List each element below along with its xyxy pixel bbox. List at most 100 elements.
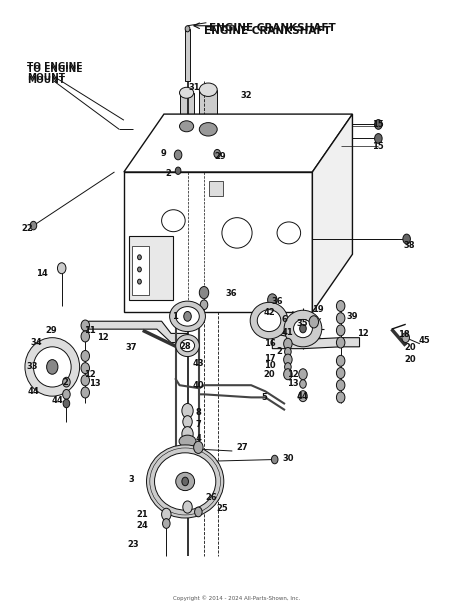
Text: 29: 29 (45, 326, 57, 335)
Circle shape (300, 324, 306, 333)
Ellipse shape (180, 88, 194, 99)
Text: TO ENGINE
MOUNT: TO ENGINE MOUNT (27, 65, 82, 84)
Ellipse shape (176, 472, 195, 491)
Circle shape (284, 363, 291, 371)
Text: 11: 11 (84, 326, 96, 335)
Text: 3: 3 (128, 475, 134, 484)
Text: 26: 26 (205, 493, 217, 502)
Text: 33: 33 (26, 362, 38, 371)
Text: 13: 13 (287, 379, 299, 389)
Text: Copyright © 2014 - 2024 All-Parts-Shown, Inc.: Copyright © 2014 - 2024 All-Parts-Shown,… (173, 596, 301, 602)
Circle shape (184, 312, 191, 321)
Text: 15: 15 (373, 120, 384, 129)
Text: 37: 37 (125, 343, 137, 352)
Circle shape (199, 286, 209, 299)
Text: 23: 23 (128, 540, 139, 550)
Circle shape (300, 379, 306, 388)
Circle shape (402, 333, 410, 343)
Text: 43: 43 (192, 359, 204, 368)
Circle shape (272, 455, 278, 464)
Circle shape (162, 508, 171, 520)
Circle shape (182, 477, 189, 486)
Ellipse shape (25, 338, 80, 396)
Ellipse shape (250, 302, 288, 339)
Text: 20: 20 (405, 343, 416, 352)
Text: 28: 28 (179, 342, 191, 351)
Circle shape (337, 379, 345, 390)
Text: TO ENGINE
MOUNT: TO ENGINE MOUNT (27, 62, 82, 82)
Text: 45: 45 (419, 336, 430, 345)
Circle shape (374, 133, 382, 143)
Circle shape (183, 501, 192, 513)
Circle shape (185, 26, 190, 32)
Text: 44: 44 (27, 387, 39, 396)
Ellipse shape (293, 319, 312, 338)
Circle shape (182, 403, 193, 418)
Ellipse shape (222, 218, 252, 248)
Polygon shape (124, 114, 353, 172)
Ellipse shape (179, 435, 196, 447)
Text: 5: 5 (261, 393, 267, 402)
Circle shape (299, 390, 307, 401)
Circle shape (81, 331, 90, 342)
Text: 21: 21 (136, 510, 148, 520)
Text: 44: 44 (296, 392, 308, 401)
Text: 41: 41 (282, 328, 294, 337)
Circle shape (283, 369, 292, 379)
Circle shape (309, 316, 319, 328)
Ellipse shape (181, 340, 195, 352)
Bar (209, 181, 223, 196)
Circle shape (337, 392, 345, 403)
Text: 30: 30 (282, 454, 293, 463)
Ellipse shape (199, 83, 217, 97)
Circle shape (57, 263, 66, 274)
Ellipse shape (176, 335, 199, 357)
Circle shape (137, 255, 141, 259)
Text: 9: 9 (161, 149, 167, 158)
Ellipse shape (277, 222, 301, 244)
Text: 7: 7 (195, 420, 201, 429)
Text: 22: 22 (21, 223, 33, 233)
Circle shape (299, 369, 307, 379)
Text: 25: 25 (216, 504, 228, 513)
Text: 2: 2 (276, 346, 283, 356)
Circle shape (175, 167, 181, 174)
Circle shape (337, 300, 345, 312)
Text: 44: 44 (51, 396, 63, 405)
Text: 15: 15 (373, 142, 384, 151)
Text: 12: 12 (97, 333, 109, 342)
Ellipse shape (170, 301, 205, 332)
Circle shape (403, 234, 410, 244)
Text: 16: 16 (264, 339, 276, 348)
Bar (124, 172, 312, 312)
Circle shape (283, 354, 292, 365)
Ellipse shape (176, 307, 199, 326)
Text: 36: 36 (271, 297, 283, 306)
Text: 24: 24 (136, 521, 148, 530)
Text: 32: 32 (241, 91, 252, 100)
Bar (128, 236, 173, 300)
Circle shape (163, 518, 170, 528)
Circle shape (284, 348, 291, 356)
Polygon shape (312, 114, 353, 312)
Text: 17: 17 (264, 354, 276, 363)
Circle shape (137, 267, 141, 272)
Circle shape (200, 300, 208, 310)
Circle shape (137, 279, 141, 284)
Text: 12: 12 (287, 370, 299, 379)
Ellipse shape (162, 210, 185, 232)
Text: 13: 13 (89, 379, 100, 389)
Ellipse shape (199, 122, 217, 136)
Circle shape (337, 356, 345, 367)
Text: 39: 39 (346, 312, 358, 321)
Circle shape (283, 338, 292, 349)
Circle shape (337, 313, 345, 324)
Text: 38: 38 (403, 241, 415, 250)
Bar (199, 90, 217, 129)
Text: 42: 42 (263, 308, 275, 316)
Text: 12: 12 (357, 329, 369, 338)
Bar (132, 246, 149, 295)
Circle shape (30, 222, 36, 230)
Circle shape (337, 325, 345, 336)
Polygon shape (273, 334, 359, 349)
